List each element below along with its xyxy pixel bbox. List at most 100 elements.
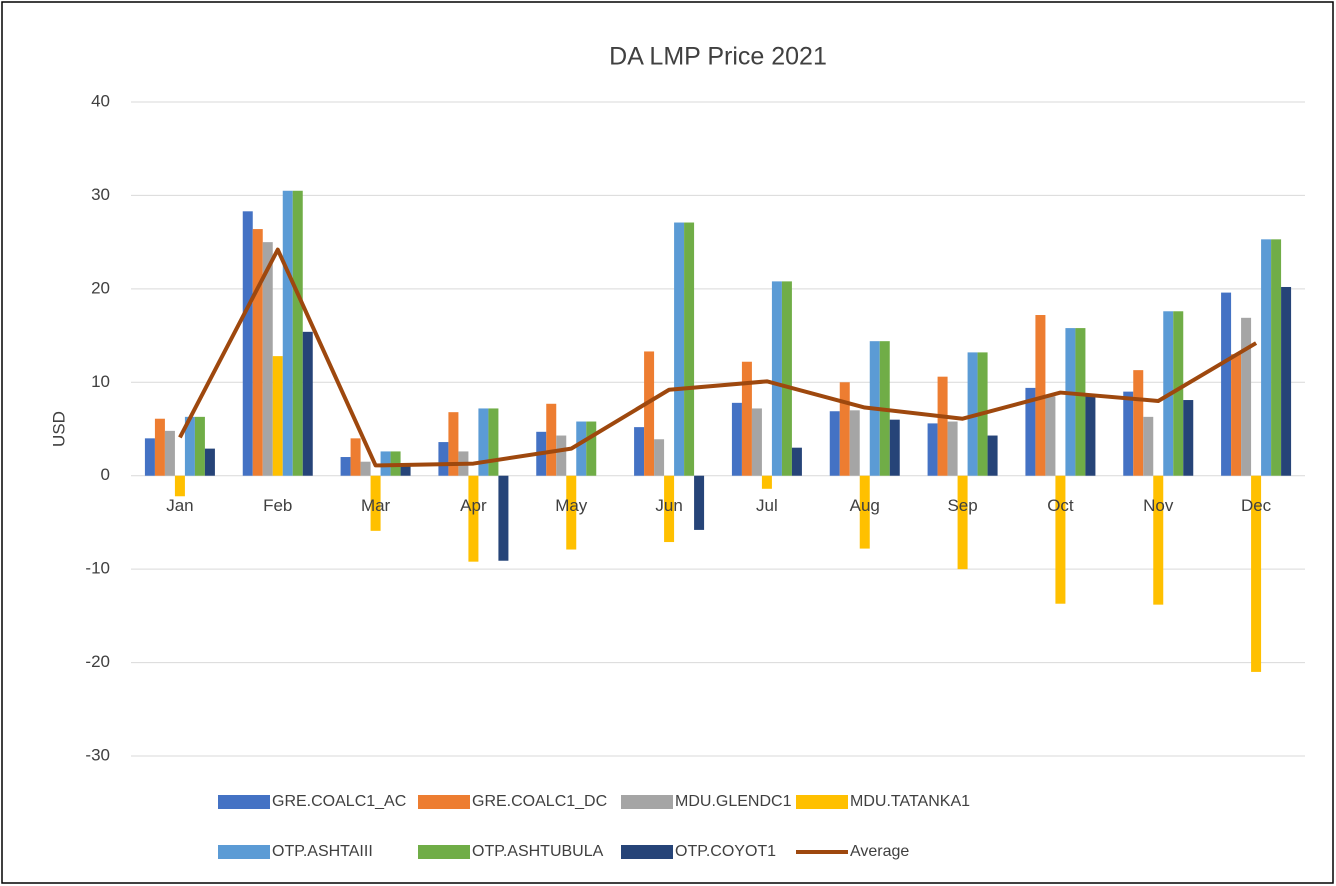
- bar: [1045, 396, 1056, 476]
- bar: [576, 421, 587, 476]
- legend-label: OTP.ASHTUBULA: [472, 843, 604, 860]
- line: [178, 247, 1258, 468]
- legend-label: Average: [850, 843, 909, 860]
- legend-label: GRE.COALC1_AC: [272, 793, 406, 810]
- x-tick-label: May: [555, 496, 588, 515]
- bar: [1241, 317, 1252, 476]
- bar: [1123, 391, 1134, 476]
- bar: [654, 439, 665, 476]
- legend-swatch: [796, 795, 848, 809]
- bar: [1281, 286, 1292, 476]
- bar: [1055, 475, 1066, 604]
- bar: [849, 410, 860, 476]
- bar: [1173, 311, 1184, 476]
- bar: [164, 430, 175, 476]
- bar: [1025, 387, 1036, 476]
- bar: [644, 351, 655, 476]
- x-tick-label: Dec: [1241, 496, 1272, 515]
- bar: [498, 475, 509, 561]
- bar: [751, 408, 762, 476]
- bar: [684, 222, 695, 476]
- y-tick-label: -10: [85, 559, 110, 578]
- bar: [1251, 475, 1262, 672]
- bar: [1231, 354, 1242, 476]
- bar: [1133, 370, 1144, 476]
- legend-swatch: [218, 795, 270, 809]
- bar: [556, 435, 567, 476]
- bar: [1075, 328, 1086, 476]
- bar: [674, 222, 685, 476]
- bar: [566, 475, 577, 550]
- bar: [272, 356, 283, 476]
- legend-label: OTP.COYOT1: [675, 843, 776, 860]
- bar: [438, 442, 449, 476]
- bar: [262, 242, 273, 476]
- bar: [634, 427, 645, 476]
- x-tick-label: Jan: [166, 496, 193, 515]
- legend-swatch: [218, 845, 270, 859]
- bar: [302, 331, 313, 476]
- x-tick-label: Nov: [1143, 496, 1174, 515]
- legend-label: MDU.GLENDC1: [675, 793, 792, 810]
- bar: [1221, 292, 1232, 476]
- y-tick-label: -20: [85, 652, 110, 671]
- bar: [448, 412, 459, 476]
- bar: [859, 475, 870, 549]
- bar: [771, 281, 782, 476]
- legend-swatch: [621, 795, 673, 809]
- y-tick-label: 0: [101, 465, 110, 484]
- bar: [184, 416, 195, 476]
- y-axis-label: USD: [49, 411, 68, 447]
- bar: [350, 438, 361, 476]
- x-tick-label: Feb: [263, 496, 292, 515]
- bar: [468, 475, 479, 562]
- bar: [1183, 400, 1194, 476]
- chart-title: DA LMP Price 2021: [609, 43, 827, 71]
- bar: [292, 190, 303, 476]
- x-tick-label: Jun: [655, 496, 682, 515]
- bar: [1035, 315, 1046, 476]
- bar: [1143, 416, 1154, 476]
- bar: [488, 408, 499, 476]
- legend-label: MDU.TATANKA1: [850, 793, 970, 810]
- legend-swatch: [621, 845, 673, 859]
- bar: [546, 403, 557, 476]
- bar: [1153, 475, 1164, 605]
- legend-swatch: [418, 845, 470, 859]
- bar: [839, 382, 850, 476]
- bar: [478, 408, 489, 476]
- bar: [741, 361, 752, 476]
- bar: [586, 421, 597, 476]
- y-tick-label: 10: [91, 372, 110, 391]
- bar: [1261, 239, 1272, 476]
- bar: [370, 475, 381, 531]
- bar: [194, 416, 205, 476]
- bar: [889, 419, 900, 476]
- bar: [791, 447, 802, 476]
- y-tick-label: 40: [91, 91, 110, 110]
- bar: [154, 418, 165, 476]
- bar: [360, 461, 371, 476]
- bar: [664, 475, 675, 543]
- legend-swatch: [418, 795, 470, 809]
- x-tick-label: Aug: [850, 496, 880, 515]
- bar: [731, 402, 742, 476]
- x-tick-label: Apr: [460, 496, 487, 515]
- bar: [252, 229, 263, 476]
- bar: [781, 281, 792, 476]
- bar: [927, 423, 938, 476]
- bar: [694, 475, 705, 530]
- bar: [829, 411, 840, 476]
- bar: [144, 438, 155, 476]
- bar: [204, 448, 215, 476]
- bar: [340, 457, 351, 476]
- bar: [957, 475, 968, 570]
- bar: [947, 421, 958, 476]
- bar: [242, 211, 253, 476]
- y-tick-label: 30: [91, 185, 110, 204]
- x-tick-label: Mar: [361, 496, 391, 515]
- x-tick-label: Sep: [947, 496, 977, 515]
- legend-label: GRE.COALC1_DC: [472, 793, 607, 810]
